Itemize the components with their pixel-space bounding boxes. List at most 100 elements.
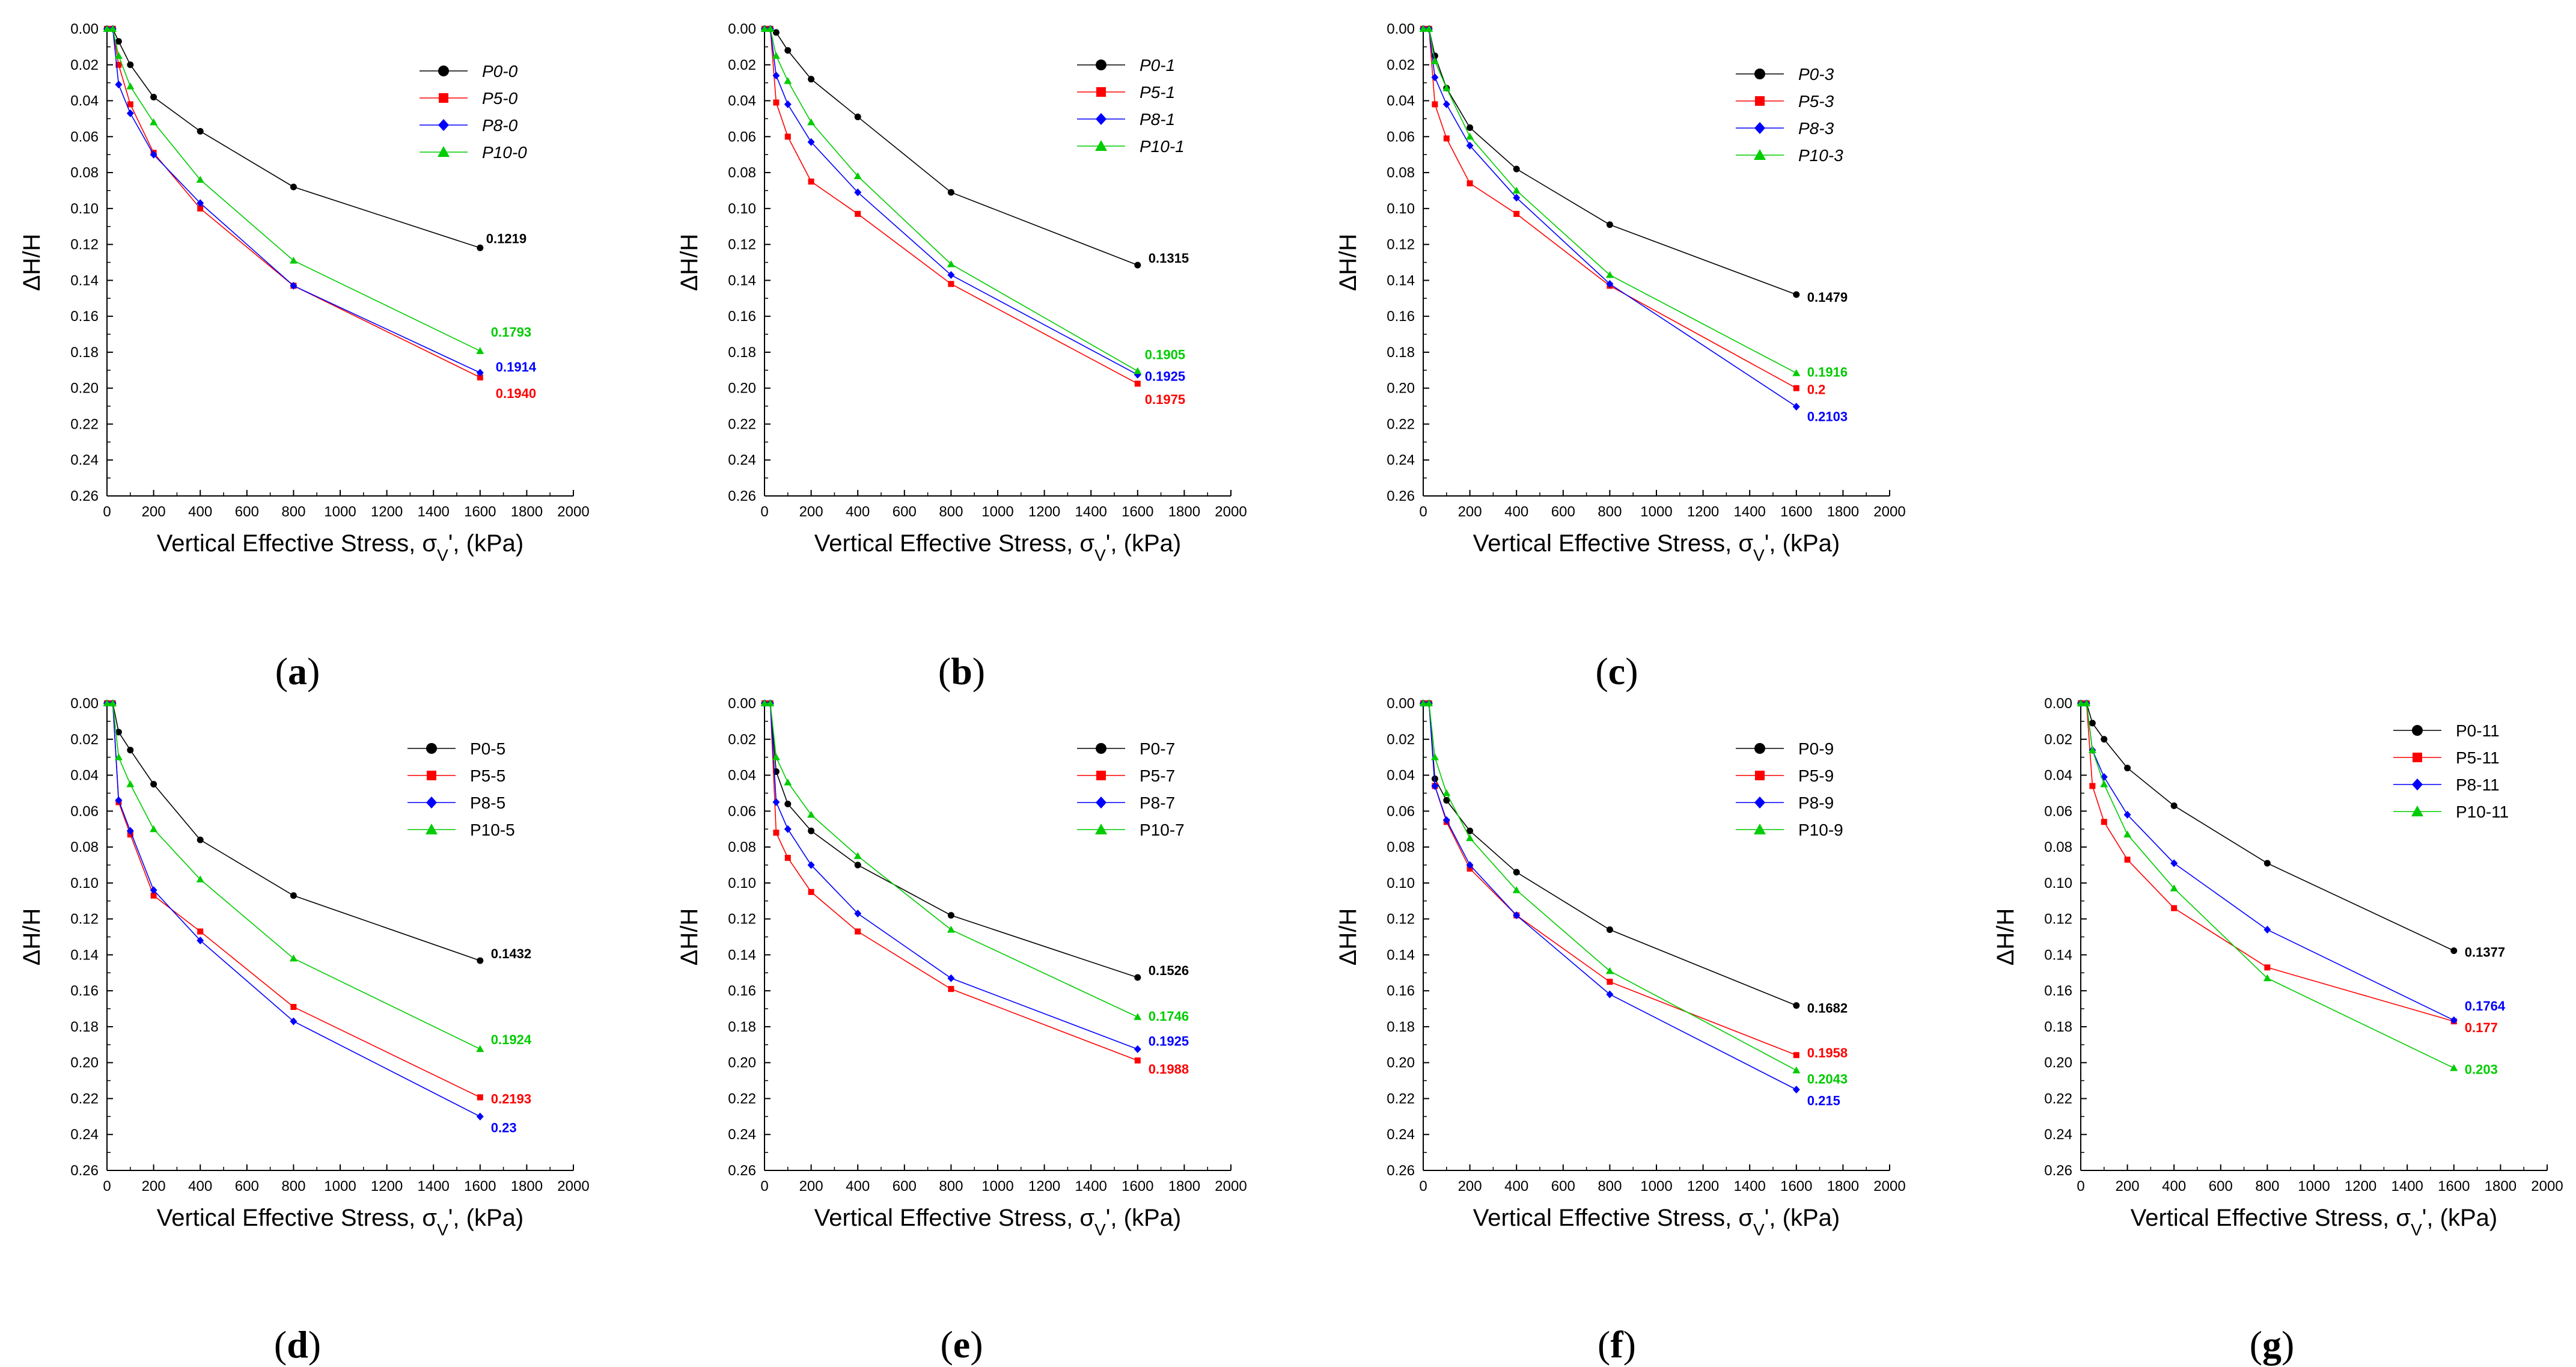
data-point-P8-9 — [1513, 911, 1521, 920]
y-tick-label: 0.12 — [2044, 911, 2072, 928]
legend-label-P5-11: P5-11 — [2456, 748, 2500, 767]
data-point-P10-0 — [114, 52, 123, 59]
data-point-P5-1 — [855, 210, 861, 217]
y-tick-label: 0.18 — [1387, 344, 1415, 361]
x-tick-label: 1000 — [1640, 504, 1672, 520]
data-point-P5-0 — [477, 374, 483, 381]
data-point-P5-0 — [127, 101, 133, 108]
legend-label-P5-9: P5-9 — [1798, 766, 1834, 785]
x-tick-label: 600 — [235, 504, 259, 520]
y-tick-label: 0.10 — [728, 875, 756, 891]
data-point-P0-5 — [150, 780, 157, 787]
data-point-P10-7 — [772, 753, 780, 760]
series-line-P10-1 — [765, 28, 1138, 372]
data-point-P0-5 — [290, 892, 297, 899]
data-point-P8-9 — [1466, 861, 1474, 869]
y-tick-label: 0.04 — [70, 93, 99, 109]
panel-caption-b: (b) — [938, 650, 986, 693]
y-tick-label: 0.20 — [1387, 1055, 1415, 1071]
series-line-P0-7 — [765, 703, 1138, 978]
y-tick-label: 0.20 — [1387, 381, 1415, 397]
data-point-P0-5 — [477, 957, 484, 964]
end-value-label-P10-0: 0.1793 — [491, 325, 531, 340]
data-point-P0-9 — [1793, 1002, 1800, 1009]
data-point-P0-11 — [2101, 736, 2108, 743]
data-point-P5-5 — [150, 892, 157, 899]
data-point-P8-3 — [1466, 141, 1474, 150]
x-tick-label: 1800 — [1827, 1178, 1859, 1194]
data-point-P8-1 — [854, 188, 862, 197]
y-tick-label: 0.20 — [728, 1055, 756, 1071]
data-point-P10-7 — [853, 852, 862, 860]
x-tick-label: 400 — [1504, 1178, 1528, 1194]
legend: P0-9 P5-9 P8-9 P10-9 — [1736, 739, 1843, 839]
data-point-P10-11 — [2100, 780, 2108, 787]
data-point-P0-3 — [1467, 124, 1474, 131]
x-axis-title: Vertical Effective Stress, σV', (kPa) — [157, 530, 523, 564]
x-tick-label: 0 — [760, 504, 768, 520]
y-tick-label: 0.18 — [2044, 1019, 2072, 1035]
series-line-P0-1 — [765, 28, 1138, 266]
x-tick-label: 600 — [235, 1178, 259, 1194]
data-point-P8-11 — [2263, 926, 2271, 934]
y-tick-label: 0.16 — [1387, 308, 1415, 325]
x-tick-label: 1400 — [418, 504, 450, 520]
data-point-P10-3 — [1512, 186, 1521, 194]
x-tick-label: 800 — [281, 1178, 305, 1194]
y-tick-label: 0.04 — [728, 768, 756, 784]
y-tick-label: 0.14 — [1387, 272, 1415, 289]
data-point-P0-7 — [808, 827, 815, 834]
end-value-label-P8-3: 0.2103 — [1807, 409, 1848, 424]
data-point-P0-0 — [290, 183, 297, 191]
data-point-P8-0 — [197, 199, 204, 207]
data-point-P5-5 — [290, 1004, 297, 1011]
x-axis-title: Vertical Effective Stress, σV', (kPa) — [157, 1205, 523, 1239]
legend-label-P10-9: P10-9 — [1798, 821, 1843, 839]
y-tick-label: 0.00 — [728, 696, 756, 712]
x-tick-label: 1000 — [324, 1178, 356, 1194]
series-line-P8-0 — [107, 28, 481, 373]
end-value-label-P10-11: 0.203 — [2465, 1062, 2498, 1077]
legend-label-P0-7: P0-7 — [1140, 739, 1175, 758]
y-tick-label: 0.12 — [70, 911, 99, 928]
legend-label-P8-3: P8-3 — [1798, 119, 1834, 138]
y-tick-label: 0.22 — [1387, 1090, 1415, 1107]
y-tick-label: 0.04 — [1387, 768, 1415, 784]
y-axis-title: ΔH/H — [1335, 908, 1361, 966]
data-point-P10-9 — [1512, 886, 1521, 893]
data-point-P10-7 — [784, 778, 792, 786]
legend-marker-P5-3 — [1755, 96, 1765, 106]
y-tick-label: 0.10 — [70, 201, 99, 217]
x-tick-label: 200 — [2116, 1178, 2140, 1194]
x-tick-label: 2000 — [2531, 1178, 2563, 1194]
x-tick-label: 1400 — [2391, 1178, 2423, 1194]
legend-marker-P0-7 — [1096, 743, 1106, 754]
data-point-P8-5 — [197, 936, 204, 944]
series-line-P5-9 — [1423, 703, 1797, 1056]
y-tick-label: 0.16 — [728, 308, 756, 325]
x-tick-label: 0 — [1419, 504, 1427, 520]
legend-marker-P5-0 — [439, 93, 448, 103]
data-point-P0-1 — [772, 29, 780, 36]
x-tick-label: 0 — [1419, 1178, 1427, 1194]
data-point-P10-9 — [1430, 753, 1439, 760]
y-tick-label: 0.06 — [2044, 803, 2072, 819]
data-point-P10-5 — [476, 1045, 484, 1052]
y-tick-label: 0.12 — [70, 237, 99, 253]
data-point-P5-1 — [773, 99, 780, 106]
x-tick-label: 1600 — [1122, 1178, 1153, 1194]
data-point-P8-1 — [784, 100, 792, 109]
y-tick-label: 0.26 — [728, 488, 756, 504]
data-point-P0-5 — [115, 729, 122, 736]
x-tick-label: 1200 — [1028, 1178, 1060, 1194]
panel-caption-e: (e) — [940, 1323, 983, 1366]
x-axis-title: Vertical Effective Stress, σV', (kPa) — [1473, 1205, 1840, 1239]
panel-caption-letter: d — [287, 1323, 308, 1366]
y-tick-label: 0.04 — [1387, 93, 1415, 109]
end-value-label-P5-0: 0.1940 — [496, 386, 536, 401]
data-point-P5-9 — [1607, 979, 1613, 985]
data-point-P10-1 — [766, 25, 775, 32]
data-point-P10-11 — [2450, 1064, 2458, 1071]
x-tick-label: 1400 — [1734, 1178, 1766, 1194]
series-line-P5-1 — [765, 28, 1138, 384]
